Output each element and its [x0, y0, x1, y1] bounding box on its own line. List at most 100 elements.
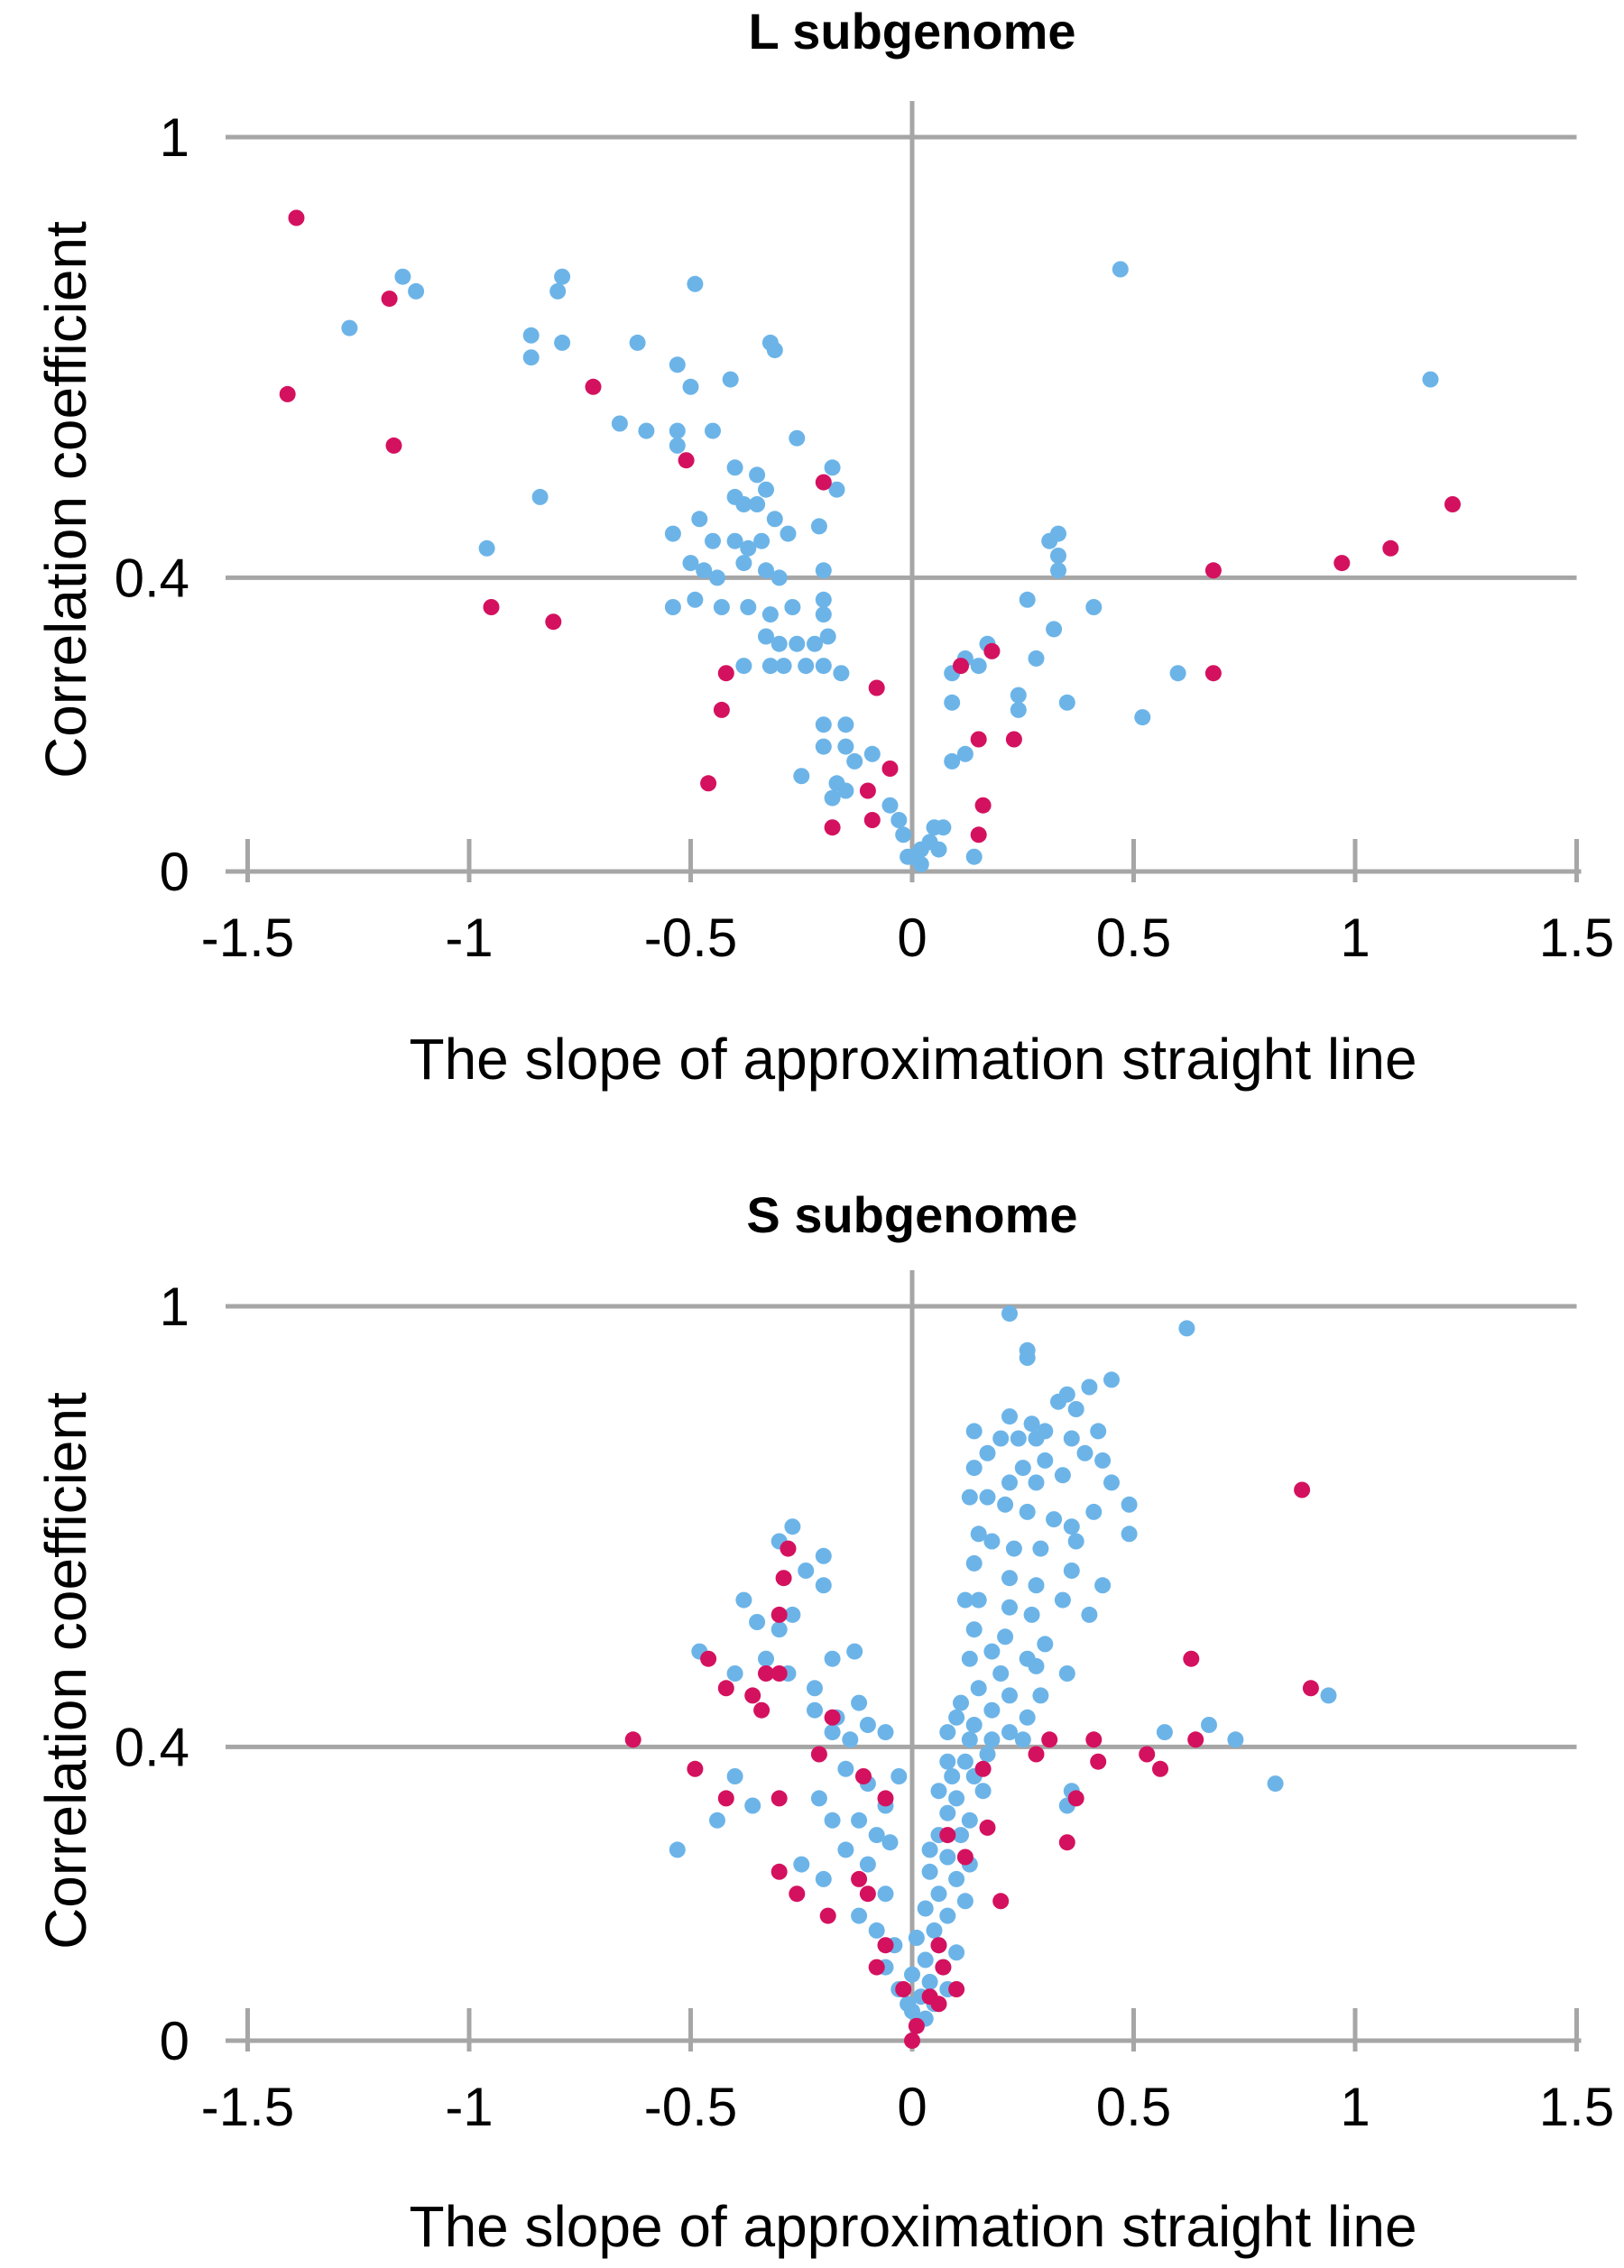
data-point-blue: [824, 459, 841, 476]
data-point-magenta: [815, 474, 832, 491]
data-point-magenta: [877, 1937, 894, 1954]
data-point-blue: [1085, 1503, 1103, 1520]
data-point-magenta: [868, 1959, 885, 1976]
data-point-blue: [961, 1650, 978, 1667]
data-point-blue: [1227, 1731, 1244, 1748]
data-point-magenta: [288, 209, 305, 226]
data-point-blue: [780, 525, 797, 542]
data-point-blue: [687, 275, 704, 292]
data-point-magenta: [585, 378, 602, 395]
y-tick-label: 1: [160, 1277, 189, 1337]
data-point-magenta: [1085, 1731, 1103, 1748]
data-point-magenta: [1204, 562, 1222, 579]
axis-ticks: -1.5 -1 -0.5 0 0.5 1 1.5 0 0.4 1: [115, 1277, 1615, 2137]
x-tick-label: 1.5: [1539, 908, 1614, 968]
axis-ticks: -1.5 -1 -0.5 0 0.5 1 1.5 0 0.4 1: [115, 107, 1615, 968]
data-point-blue: [815, 1547, 832, 1564]
data-point-blue: [961, 1812, 978, 1829]
data-point-blue: [758, 1650, 774, 1667]
data-point-blue: [1050, 562, 1066, 579]
data-points: [279, 209, 1461, 872]
data-point-blue: [939, 1724, 956, 1741]
data-point-blue: [824, 1724, 841, 1741]
x-axis-label: The slope of approximation straight line: [409, 2194, 1416, 2259]
data-point-blue: [956, 745, 973, 762]
data-point-blue: [744, 1797, 761, 1814]
data-point-blue: [859, 1717, 876, 1733]
data-point-blue: [877, 1885, 894, 1903]
data-point-blue: [1001, 1599, 1018, 1616]
data-point-blue: [948, 1790, 965, 1807]
data-point-blue: [682, 378, 699, 395]
data-point-blue: [1267, 1775, 1284, 1793]
data-point-blue: [549, 282, 567, 300]
data-point-blue: [939, 1753, 956, 1770]
data-point-blue: [341, 319, 358, 337]
data-point-blue: [815, 738, 832, 755]
data-point-blue: [664, 599, 681, 615]
data-point-blue: [1054, 1591, 1071, 1609]
data-point-magenta: [1005, 731, 1022, 748]
data-point-blue: [846, 752, 863, 770]
data-point-blue: [815, 606, 832, 623]
data-point-blue: [709, 1812, 725, 1829]
data-point-blue: [793, 1856, 810, 1873]
x-tick-label: -1.5: [201, 908, 294, 968]
y-tick-label: 0: [160, 842, 189, 902]
data-point-magenta: [824, 1709, 841, 1726]
data-point-blue: [881, 797, 899, 814]
data-point-magenta: [877, 1790, 894, 1807]
data-point-blue: [1001, 1474, 1018, 1491]
data-point-magenta: [970, 826, 987, 844]
data-point-blue: [1014, 1731, 1031, 1748]
data-point-magenta: [979, 1819, 996, 1836]
y-tick-label: 0: [160, 2011, 189, 2071]
data-point-blue: [970, 1526, 987, 1543]
data-point-blue: [784, 599, 801, 615]
data-point-magenta: [851, 1870, 868, 1887]
data-point-blue: [740, 599, 757, 615]
data-point-blue: [900, 1996, 917, 2013]
data-point-blue: [1001, 1570, 1018, 1587]
data-point-blue: [1010, 701, 1027, 718]
data-point-blue: [956, 1893, 973, 1910]
data-point-magenta: [1187, 1731, 1204, 1748]
data-point-blue: [1058, 694, 1075, 711]
data-point-blue: [758, 562, 774, 579]
data-point-magenta: [855, 1768, 872, 1784]
data-point-blue: [1081, 1606, 1098, 1623]
data-point-blue: [1081, 1378, 1098, 1396]
data-point-blue: [1023, 1606, 1040, 1623]
data-point-blue: [664, 525, 681, 542]
data-point-blue: [842, 1731, 859, 1748]
data-point-blue: [935, 819, 952, 836]
data-point-blue: [939, 1849, 956, 1866]
data-point-blue: [1094, 1452, 1112, 1469]
data-point-blue: [944, 1768, 961, 1784]
data-point-blue: [761, 606, 779, 623]
data-point-blue: [824, 1812, 841, 1829]
data-point-blue: [965, 1717, 983, 1733]
data-point-blue: [917, 1900, 934, 1917]
data-point-blue: [944, 752, 961, 770]
data-point-magenta: [717, 1680, 734, 1697]
x-tick-label: 0.5: [1096, 908, 1171, 968]
data-point-blue: [749, 1614, 766, 1630]
data-point-blue: [1422, 371, 1439, 388]
chart-s-subgenome: S subgenome -1.5 -1 -0.5 0 0.5 1 1.5 0 0.4 1 The …: [33, 1186, 1614, 2259]
data-point-blue: [1112, 261, 1129, 278]
data-point-blue: [930, 841, 947, 858]
data-point-blue: [1076, 1444, 1093, 1461]
data-point-blue: [851, 1907, 868, 1924]
data-point-blue: [815, 1870, 832, 1887]
data-point-blue: [1046, 621, 1063, 638]
data-point-blue: [948, 1709, 965, 1726]
data-point-blue: [815, 562, 832, 579]
data-point-magenta: [770, 1665, 788, 1682]
data-point-blue: [859, 1856, 876, 1873]
data-point-blue: [833, 665, 850, 682]
data-point-blue: [1010, 687, 1027, 704]
data-point-blue: [904, 848, 920, 865]
data-point-blue: [837, 716, 854, 733]
data-point-blue: [810, 518, 827, 535]
